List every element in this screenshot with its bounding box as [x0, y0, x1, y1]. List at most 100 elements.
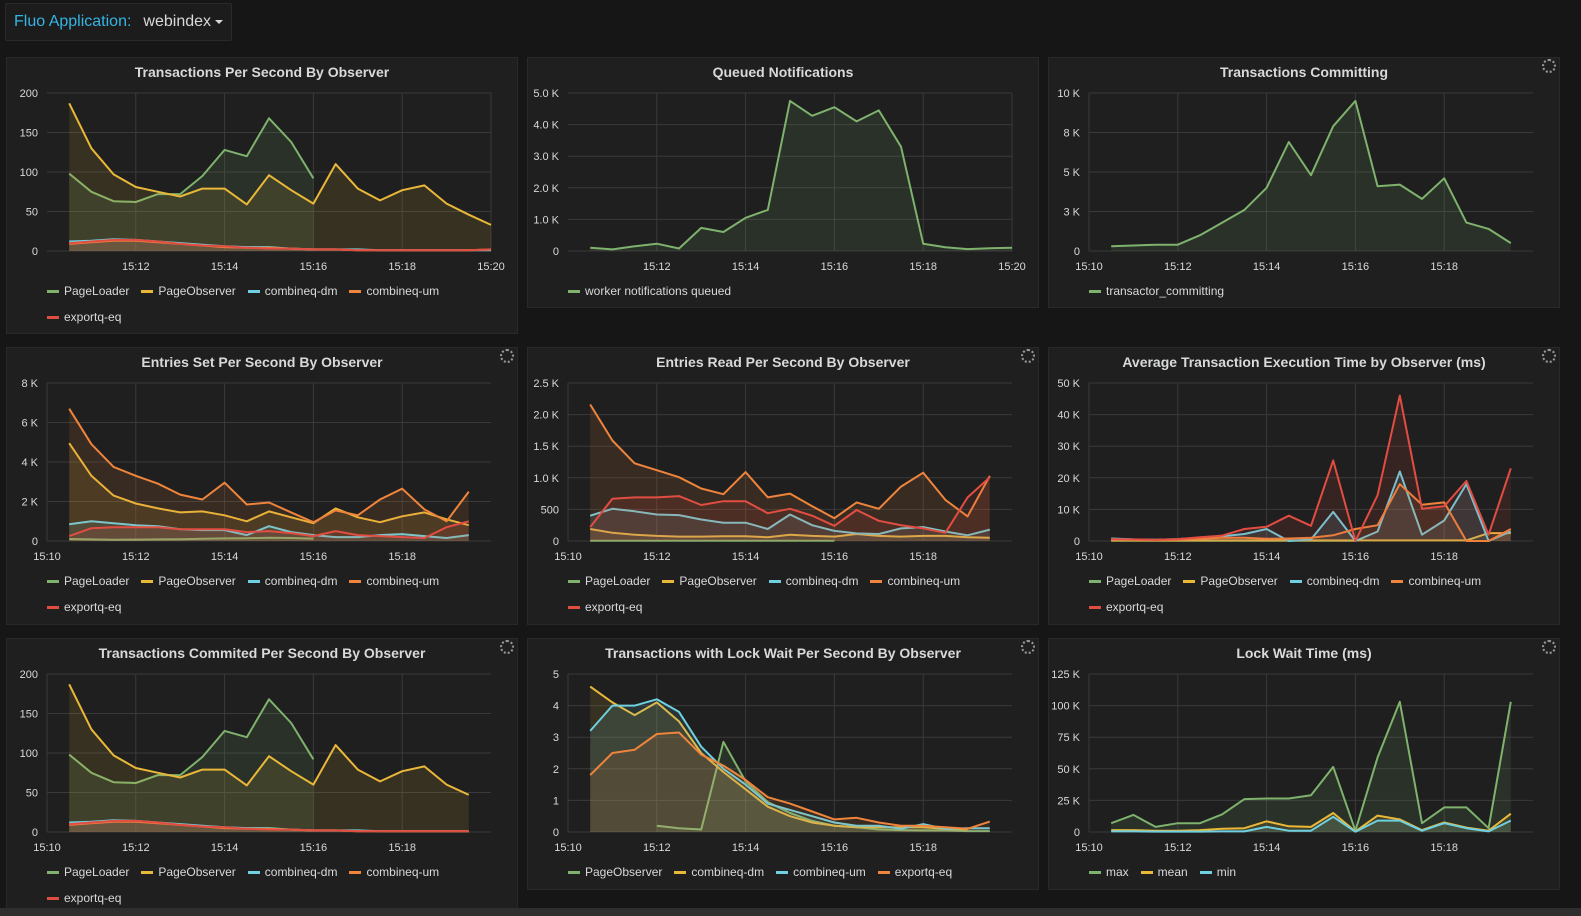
- legend-item[interactable]: exportq-eq: [47, 891, 121, 905]
- legend-item[interactable]: worker notifications queued: [568, 284, 731, 298]
- x-tick-label: 15:12: [122, 261, 150, 273]
- x-tick-label: 15:16: [1342, 261, 1370, 273]
- series-line-combineq-um: [589, 403, 991, 520]
- y-tick-label: 500: [541, 504, 559, 516]
- panel-title[interactable]: Queued Notifications: [712, 64, 854, 80]
- legend-item[interactable]: exportq-eq: [47, 310, 121, 324]
- legend-item[interactable]: combineq-dm: [674, 865, 764, 879]
- chart-plot: 0 10 K 20 K 30 K 40 K 50 K 15:10 15:12 15:14 15:1…: [1057, 378, 1533, 563]
- legend-label: exportq-eq: [894, 865, 953, 879]
- legend-swatch: [47, 289, 59, 293]
- x-tick-label: 15:14: [1253, 551, 1281, 563]
- series-area-PageObserver: [69, 443, 469, 541]
- x-tick-label: 15:12: [643, 261, 671, 273]
- legend-item[interactable]: combineq-um: [870, 574, 960, 588]
- legend-label: PageLoader: [64, 284, 130, 298]
- legend-item[interactable]: combineq-um: [776, 865, 866, 879]
- panel-title[interactable]: Average Transaction Execution Time by Ob…: [1122, 354, 1486, 370]
- y-tick-label: 100: [20, 167, 38, 179]
- x-tick-label: 15:18: [388, 551, 416, 563]
- panel-title[interactable]: Entries Set Per Second By Observer: [141, 354, 383, 370]
- legend-item[interactable]: PageObserver: [141, 574, 236, 588]
- panel-title[interactable]: Lock Wait Time (ms): [1236, 645, 1372, 661]
- legend-item[interactable]: PageLoader: [1089, 574, 1171, 588]
- y-tick-label: 3: [553, 732, 559, 744]
- legend-label: PageLoader: [1106, 574, 1172, 588]
- y-tick-label: 150: [20, 709, 38, 721]
- x-tick-label: 15:12: [1164, 842, 1192, 854]
- legend-swatch: [776, 870, 789, 874]
- legend-label: worker notifications queued: [585, 284, 732, 298]
- legend-item[interactable]: exportq-eq: [877, 865, 953, 879]
- legend-item[interactable]: PageLoader: [47, 284, 129, 298]
- legend-item[interactable]: PageObserver: [662, 574, 757, 588]
- legend-item[interactable]: combineq-um: [1391, 574, 1481, 588]
- legend-item[interactable]: PageObserver: [568, 865, 662, 879]
- panel-title[interactable]: Transactions Commited Per Second By Obse…: [98, 645, 426, 661]
- legend-item[interactable]: PageLoader: [568, 574, 650, 588]
- legend-label: PageLoader: [585, 574, 651, 588]
- series-line-combineq-um: [68, 408, 470, 524]
- panel-title[interactable]: Transactions with Lock Wait Per Second B…: [605, 645, 961, 661]
- app-selector[interactable]: Fluo Application: webindex: [5, 3, 233, 41]
- y-tick-label: 8 K: [21, 378, 38, 390]
- x-tick-label: 15:18: [909, 551, 937, 563]
- legend-label: PageObserver: [158, 284, 236, 298]
- legend-swatch: [349, 289, 362, 293]
- panel-title[interactable]: Transactions Per Second By Observer: [134, 64, 390, 80]
- x-tick-label: 15:14: [1253, 261, 1281, 273]
- series-area-exportq-eq: [1111, 395, 1511, 541]
- series-area-combineq-dm: [69, 239, 491, 251]
- y-tick-label: 1.0 K: [533, 473, 559, 485]
- app-selector-value[interactable]: webindex: [143, 13, 224, 31]
- x-tick-label: 15:18: [909, 842, 937, 854]
- legend-item[interactable]: combineq-dm: [768, 574, 858, 588]
- chart-plot: 0 50 100 150 200 15:12 15:14 15:16 15:18 15:20: [20, 88, 505, 273]
- panel-transactions-per-second: Transactions Per Second By Observer 0 50 10…: [6, 57, 518, 334]
- panel-title[interactable]: Entries Read Per Second By Observer: [656, 354, 910, 370]
- legend-label: combineq-um: [887, 574, 961, 588]
- legend-item[interactable]: combineq-um: [349, 284, 439, 298]
- bottom-scrollbar[interactable]: [0, 908, 1581, 916]
- x-tick-label: 15:12: [643, 842, 671, 854]
- x-tick-label: 15:14: [211, 551, 239, 563]
- y-tick-label: 2.0 K: [533, 183, 559, 195]
- legend-item[interactable]: combineq-dm: [1289, 574, 1379, 588]
- legend-item[interactable]: PageObserver: [141, 284, 236, 298]
- y-tick-label: 4 K: [21, 457, 38, 469]
- legend-item[interactable]: PageLoader: [47, 574, 129, 588]
- y-tick-label: 5.0 K: [533, 88, 559, 100]
- legend-item[interactable]: exportq-eq: [47, 600, 121, 614]
- legend-item[interactable]: min: [1199, 865, 1236, 879]
- legend-item[interactable]: mean: [1140, 865, 1188, 879]
- legend-item[interactable]: exportq-eq: [568, 600, 642, 614]
- legend-label: PageObserver: [585, 865, 663, 879]
- legend-item[interactable]: PageObserver: [141, 865, 236, 879]
- legend-swatch: [1289, 579, 1302, 583]
- panel-title[interactable]: Transactions Committing: [1219, 64, 1389, 80]
- legend-item[interactable]: combineq-dm: [247, 574, 337, 588]
- series-line-exportq-eq: [69, 238, 492, 252]
- y-tick-label: 50: [26, 207, 38, 219]
- legend-label: exportq-eq: [64, 891, 122, 905]
- legend-item[interactable]: transactor_committing: [1089, 284, 1224, 298]
- x-tick-label: 15:18: [1430, 551, 1458, 563]
- legend-item[interactable]: PageLoader: [47, 865, 129, 879]
- legend-item[interactable]: max: [1089, 865, 1129, 879]
- legend-item[interactable]: combineq-um: [349, 574, 439, 588]
- legend-swatch: [141, 289, 154, 293]
- y-tick-label: 10 K: [1057, 88, 1080, 100]
- legend-item[interactable]: combineq-dm: [247, 865, 337, 879]
- legend-item[interactable]: combineq-um: [349, 865, 439, 879]
- legend-item[interactable]: exportq-eq: [1089, 600, 1163, 614]
- x-tick-label: 15:20: [477, 261, 505, 273]
- series-area-exportq-eq: [69, 239, 491, 251]
- legend-item[interactable]: combineq-dm: [247, 284, 337, 298]
- series-line-PageObserver: [68, 102, 492, 226]
- series-line-min: [1111, 815, 1512, 833]
- x-tick-label: 15:14: [732, 551, 760, 563]
- legend-swatch: [47, 579, 59, 583]
- legend-item[interactable]: PageObserver: [1183, 574, 1278, 588]
- x-tick-label: 15:12: [1164, 261, 1192, 273]
- series-line-PageLoader: [69, 536, 314, 541]
